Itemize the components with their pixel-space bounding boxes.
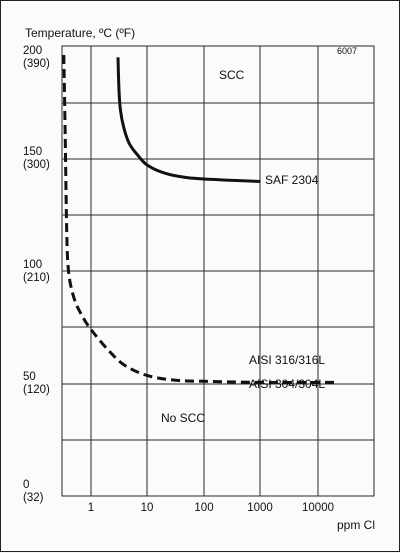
annotation-aisi-316: AISI 316/316L [249,353,326,367]
x-tick-1000: 1000 [247,502,273,514]
y-tick-celsius: 0 [23,479,30,491]
y-tick-200: 200 (390) [23,45,57,71]
y-axis-title: Temperature, ºC (ºF) [25,26,136,40]
annotation-saf-2304: SAF 2304 [265,173,319,187]
y-tick-celsius: 150 [23,146,43,158]
y-tick-150: 150 (300) [23,146,57,172]
x-tick-10: 10 [140,502,154,514]
y-tick-fahrenheit: (300) [23,159,50,171]
x-tick-1: 1 [87,502,95,514]
annotation-aisi-304: AISI 304/304L [249,377,326,391]
y-tick-celsius: 50 [23,371,36,383]
y-tick-fahrenheit: (390) [23,58,50,70]
series-layer [62,54,335,384]
x-tick-10000: 10000 [302,502,334,514]
series-line-aisi [62,54,335,384]
y-tick-0: 0 (32) [23,479,57,505]
y-tick-100: 100 (210) [23,259,57,285]
y-tick-celsius: 200 [23,45,43,57]
x-axis-title: ppm Cl [337,518,376,532]
annotation-no-scc: No SCC [161,411,206,425]
x-tick-100: 100 [194,502,214,514]
annotation-scc: SCC [219,68,245,82]
y-tick-50: 50 (120) [23,371,57,397]
y-tick-fahrenheit: (120) [23,384,50,396]
y-tick-fahrenheit: (32) [23,492,44,504]
y-tick-fahrenheit: (210) [23,272,50,284]
series-line-saf-2304 [116,57,261,183]
figure-id: 6007 [337,46,358,56]
grid [61,45,375,497]
y-tick-celsius: 100 [23,259,43,271]
